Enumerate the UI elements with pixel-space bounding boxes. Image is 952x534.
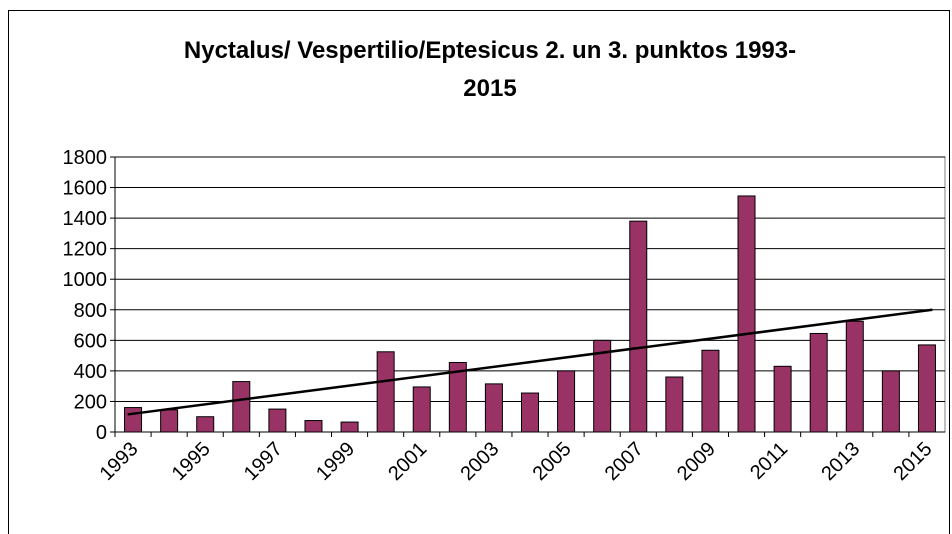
trendline (127, 308, 933, 416)
y-tick-label: 1600 (63, 178, 108, 200)
bar (845, 320, 864, 433)
bar (629, 220, 648, 433)
bar (484, 383, 503, 433)
chart-title: 2015 (463, 75, 516, 102)
bar (340, 421, 359, 433)
bar (665, 376, 684, 433)
bar (773, 365, 792, 433)
bar (412, 386, 431, 433)
bar (124, 407, 143, 433)
y-tick-label: 600 (74, 330, 107, 352)
bar (737, 195, 756, 433)
y-tick-label: 1400 (63, 208, 108, 230)
y-tick-label: 1200 (63, 239, 108, 261)
bar (304, 420, 323, 433)
bar (809, 332, 828, 433)
bar (917, 344, 936, 433)
bar (701, 349, 720, 433)
bar (268, 408, 287, 433)
bar (557, 370, 576, 433)
y-tick-label: 0 (96, 422, 107, 444)
bar (196, 416, 215, 433)
y-tick-label: 200 (74, 391, 107, 413)
chart-title: Nyctalus/ Vespertilio/Eptesicus 2. un 3.… (184, 37, 796, 64)
y-tick-label: 1000 (63, 269, 108, 291)
bar (376, 351, 395, 433)
y-tick-label: 400 (74, 361, 107, 383)
bar (160, 409, 179, 433)
bar (521, 392, 539, 433)
y-tick-label: 1800 (63, 147, 108, 169)
bar (232, 381, 251, 433)
chart-border (8, 10, 950, 534)
y-tick-label: 800 (74, 300, 107, 322)
bar (881, 370, 900, 433)
